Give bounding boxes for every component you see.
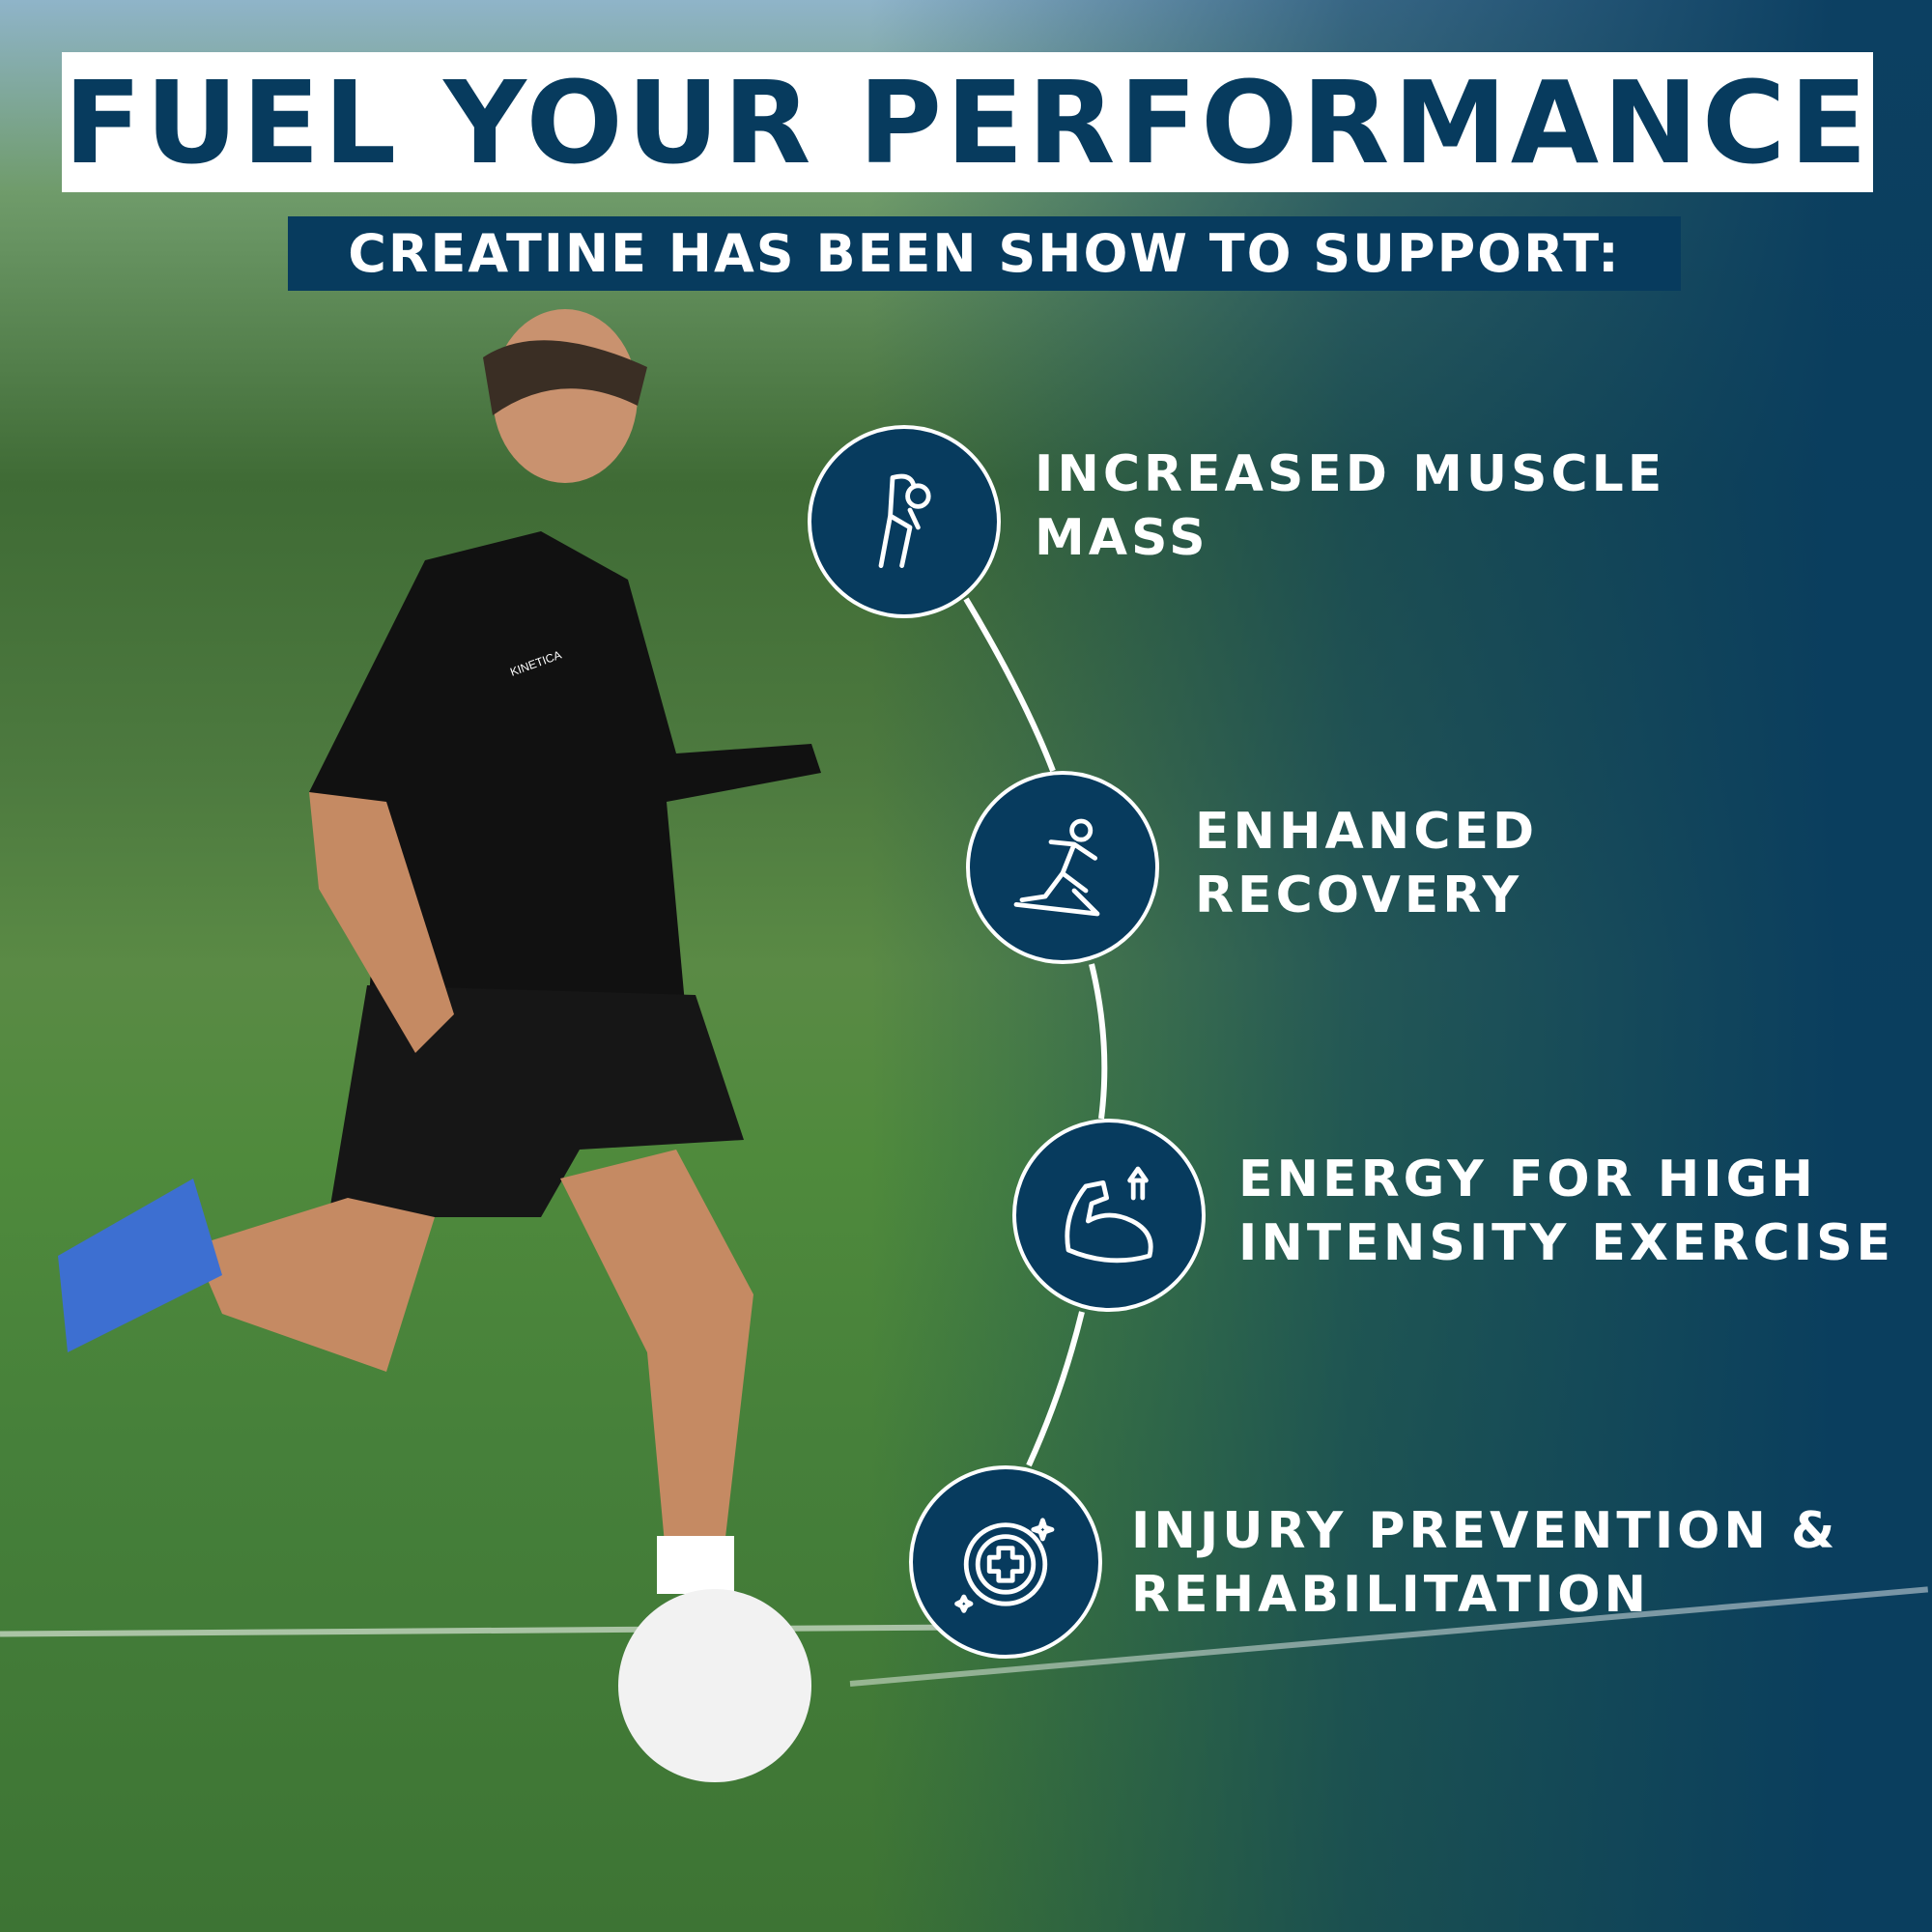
benefit-line: INTENSITY EXERCISE xyxy=(1238,1214,1895,1272)
page-title: FUEL YOUR PERFORMANCE xyxy=(63,55,1872,189)
subtitle-banner: CREATINE HAS BEEN SHOW TO SUPPORT: xyxy=(288,216,1681,291)
benefit-recovery: ENHANCED RECOVERY xyxy=(1195,800,1538,927)
medical-cross-icon xyxy=(909,1465,1102,1659)
running-figure-icon xyxy=(966,771,1159,964)
benefit-line: RECOVERY xyxy=(1195,867,1523,924)
benefit-line: INCREASED MUSCLE xyxy=(1035,445,1666,503)
benefit-line: REHABILITATION xyxy=(1131,1566,1650,1624)
benefit-line: INJURY PREVENTION & xyxy=(1131,1502,1839,1560)
benefit-line: ENHANCED xyxy=(1195,803,1539,861)
flexed-arm-icon xyxy=(1012,1119,1206,1312)
benefit-energy: ENERGY FOR HIGH INTENSITY EXERCISE xyxy=(1238,1148,1894,1275)
subtitle: CREATINE HAS BEEN SHOW TO SUPPORT: xyxy=(348,223,1621,284)
title-banner: FUEL YOUR PERFORMANCE xyxy=(62,52,1873,192)
stretching-figure-icon xyxy=(808,425,1001,618)
benefit-line: ENERGY FOR HIGH xyxy=(1238,1151,1817,1208)
benefit-muscle-mass: INCREASED MUSCLE MASS xyxy=(1035,442,1665,570)
benefit-line: MASS xyxy=(1035,509,1209,567)
benefit-injury-prevention: INJURY PREVENTION & REHABILITATION xyxy=(1131,1499,1838,1627)
